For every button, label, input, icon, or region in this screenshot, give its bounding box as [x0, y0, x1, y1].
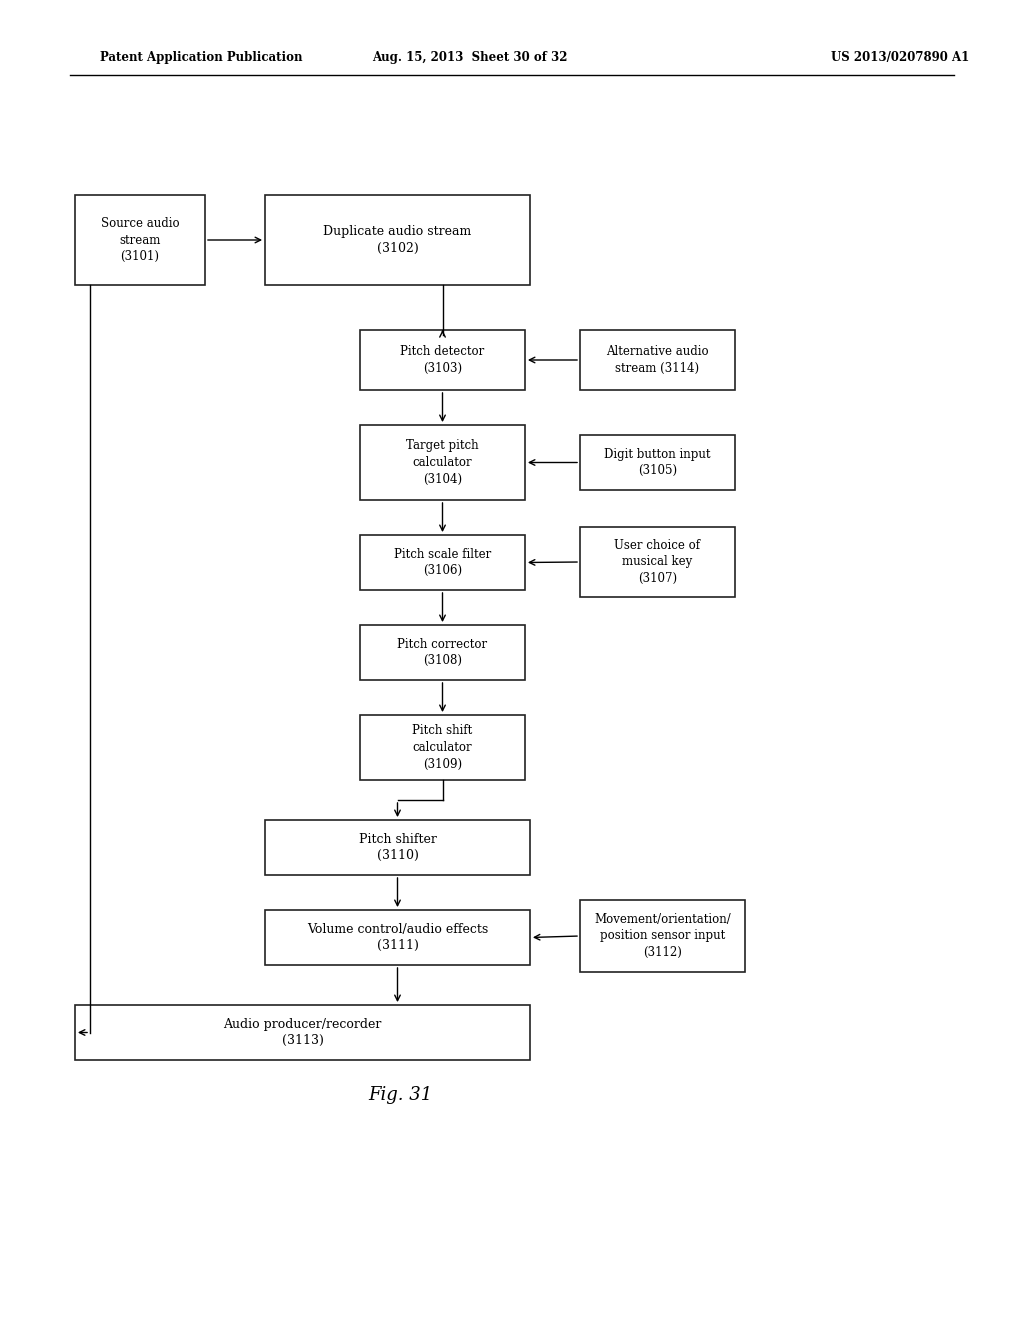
Text: Digit button input
(3105): Digit button input (3105): [604, 447, 711, 478]
Text: Patent Application Publication: Patent Application Publication: [100, 51, 302, 65]
Bar: [265, 909, 530, 965]
Text: Target pitch
calculator
(3104): Target pitch calculator (3104): [407, 440, 479, 486]
Text: Pitch shifter
(3110): Pitch shifter (3110): [358, 833, 436, 862]
Text: Movement/orientation/
position sensor input
(3112): Movement/orientation/ position sensor in…: [594, 913, 731, 960]
Text: Alternative audio
stream (3114): Alternative audio stream (3114): [606, 346, 709, 375]
Text: Volume control/audio effects
(3111): Volume control/audio effects (3111): [307, 923, 488, 952]
Bar: [360, 425, 525, 500]
Bar: [580, 436, 735, 490]
Bar: [75, 195, 205, 285]
Bar: [360, 535, 525, 590]
Bar: [580, 330, 735, 389]
Text: Pitch detector
(3103): Pitch detector (3103): [400, 346, 484, 375]
Text: Source audio
stream
(3101): Source audio stream (3101): [100, 216, 179, 263]
Text: Pitch corrector
(3108): Pitch corrector (3108): [397, 638, 487, 667]
Bar: [360, 715, 525, 780]
Bar: [580, 527, 735, 597]
Bar: [265, 820, 530, 875]
Text: Fig. 31: Fig. 31: [368, 1086, 432, 1104]
Text: Pitch scale filter
(3106): Pitch scale filter (3106): [394, 548, 492, 577]
Text: Pitch shift
calculator
(3109): Pitch shift calculator (3109): [413, 725, 473, 771]
Bar: [580, 900, 745, 972]
Text: Duplicate audio stream
(3102): Duplicate audio stream (3102): [324, 226, 472, 255]
Bar: [265, 195, 530, 285]
Text: User choice of
musical key
(3107): User choice of musical key (3107): [614, 539, 700, 585]
Bar: [75, 1005, 530, 1060]
Text: Audio producer/recorder
(3113): Audio producer/recorder (3113): [223, 1018, 382, 1047]
Text: US 2013/0207890 A1: US 2013/0207890 A1: [830, 51, 969, 65]
Bar: [360, 624, 525, 680]
Bar: [360, 330, 525, 389]
Text: Aug. 15, 2013  Sheet 30 of 32: Aug. 15, 2013 Sheet 30 of 32: [373, 51, 567, 65]
